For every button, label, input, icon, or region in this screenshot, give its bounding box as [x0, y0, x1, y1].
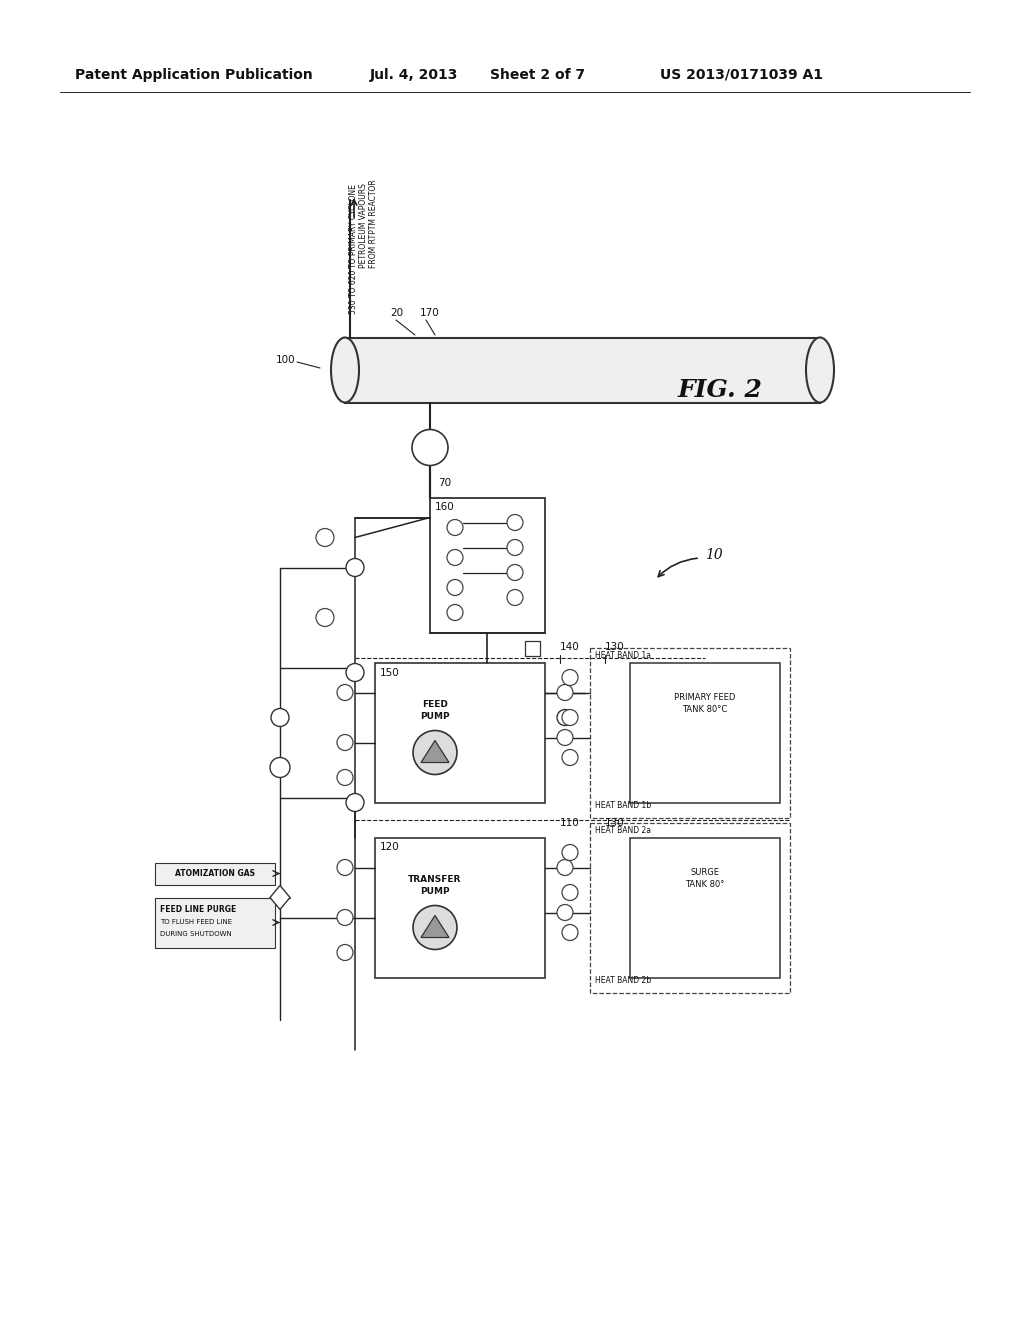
Polygon shape [421, 741, 449, 763]
Circle shape [337, 945, 353, 961]
Text: PETROLEUM VAPOURS: PETROLEUM VAPOURS [359, 183, 369, 268]
Text: 70: 70 [438, 478, 452, 487]
Text: 130: 130 [605, 817, 625, 828]
Text: 530 TO 620: 530 TO 620 [349, 271, 358, 314]
Circle shape [562, 750, 578, 766]
Text: US 2013/0171039 A1: US 2013/0171039 A1 [660, 69, 823, 82]
Text: 170: 170 [420, 308, 439, 318]
Text: 10: 10 [705, 548, 723, 562]
Circle shape [413, 906, 457, 949]
Circle shape [412, 429, 449, 466]
Circle shape [447, 605, 463, 620]
Text: 20: 20 [390, 308, 403, 318]
Bar [345, 338, 820, 403]
Text: PUMP: PUMP [420, 711, 450, 721]
Circle shape [447, 579, 463, 595]
Text: 100: 100 [275, 355, 295, 366]
Text: HEAT BAND 2a: HEAT BAND 2a [595, 826, 651, 836]
Circle shape [507, 540, 523, 556]
Circle shape [562, 845, 578, 861]
Text: FIG. 2: FIG. 2 [678, 378, 763, 403]
Circle shape [507, 565, 523, 581]
Text: 120: 120 [380, 842, 399, 853]
Bar [375, 837, 545, 978]
Bar [630, 663, 780, 803]
Circle shape [337, 770, 353, 785]
Text: 130: 130 [605, 643, 625, 652]
Circle shape [337, 685, 353, 701]
Text: TANK 80°C: TANK 80°C [682, 705, 728, 714]
Text: HEAT BAND 2b: HEAT BAND 2b [595, 975, 651, 985]
Text: 140: 140 [560, 643, 580, 652]
Text: DURING SHUTDOWN: DURING SHUTDOWN [160, 931, 231, 936]
Circle shape [562, 669, 578, 685]
Bar [525, 640, 540, 656]
Ellipse shape [331, 338, 359, 403]
Circle shape [447, 520, 463, 536]
Text: HEAT BAND 1b: HEAT BAND 1b [595, 801, 651, 810]
Ellipse shape [806, 338, 834, 403]
Text: TO FLUSH FEED LINE: TO FLUSH FEED LINE [160, 919, 232, 924]
Circle shape [557, 685, 573, 701]
Text: SURGE: SURGE [690, 869, 720, 876]
Circle shape [562, 884, 578, 900]
Circle shape [337, 734, 353, 751]
Circle shape [562, 924, 578, 940]
Polygon shape [270, 886, 290, 909]
Text: 150: 150 [380, 668, 399, 677]
Polygon shape [421, 916, 449, 937]
Bar [430, 498, 545, 632]
Circle shape [271, 709, 289, 726]
Text: TO PRIMARY CYCLONE: TO PRIMARY CYCLONE [349, 183, 358, 268]
Bar [590, 822, 790, 993]
Circle shape [337, 859, 353, 875]
Circle shape [337, 909, 353, 925]
Circle shape [346, 793, 364, 812]
Bar [590, 648, 790, 817]
Bar [155, 898, 275, 948]
Circle shape [562, 710, 578, 726]
Circle shape [346, 558, 364, 577]
Circle shape [507, 515, 523, 531]
Text: Sheet 2 of 7: Sheet 2 of 7 [490, 69, 585, 82]
Text: HEAT BAND 1a: HEAT BAND 1a [595, 651, 651, 660]
Text: 160: 160 [435, 503, 455, 512]
Circle shape [270, 758, 290, 777]
Text: PUMP: PUMP [420, 887, 450, 896]
Circle shape [557, 904, 573, 920]
Circle shape [316, 528, 334, 546]
Text: FROM RTPTM REACTOR: FROM RTPTM REACTOR [370, 180, 379, 268]
Bar [155, 862, 275, 884]
Circle shape [316, 609, 334, 627]
Bar [630, 837, 780, 978]
Bar [375, 663, 545, 803]
Text: Patent Application Publication: Patent Application Publication [75, 69, 312, 82]
Text: Jul. 4, 2013: Jul. 4, 2013 [370, 69, 459, 82]
Text: ATOMIZATION GAS: ATOMIZATION GAS [175, 869, 255, 878]
Text: FEED LINE PURGE: FEED LINE PURGE [160, 906, 237, 913]
Text: TANK 80°: TANK 80° [685, 880, 725, 888]
Text: PRIMARY FEED: PRIMARY FEED [675, 693, 735, 702]
Text: FEED: FEED [422, 700, 447, 709]
Circle shape [413, 730, 457, 775]
Text: 110: 110 [560, 817, 580, 828]
Text: TRANSFER: TRANSFER [409, 875, 462, 884]
Circle shape [447, 549, 463, 565]
Circle shape [557, 710, 573, 726]
Circle shape [507, 590, 523, 606]
Circle shape [557, 730, 573, 746]
Circle shape [346, 664, 364, 681]
Circle shape [557, 859, 573, 875]
